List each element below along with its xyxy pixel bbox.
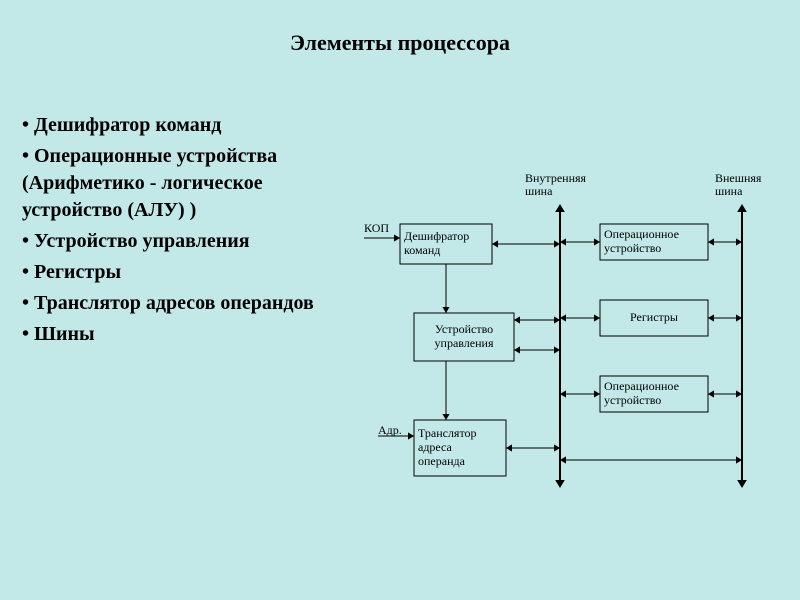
bullet-item: • Операционные устройства (Арифметико - … <box>22 143 342 224</box>
node-label-control: Устройствоуправления <box>414 313 514 361</box>
page-title: Элементы процессора <box>0 30 800 56</box>
bullet-list: • Дешифратор команд • Операционные устрой… <box>22 112 342 352</box>
label-bus-ext: Внешняяшина <box>715 172 761 198</box>
bullet-item: • Транслятор адресов операндов <box>22 290 342 317</box>
node-label-translator: Трансляторадресаоперанда <box>414 420 506 476</box>
bullet-item: • Дешифратор команд <box>22 112 342 139</box>
label-kop: КОП <box>364 222 389 235</box>
node-label-regs: Регистры <box>600 300 708 336</box>
label-adr: Адр. <box>378 424 402 437</box>
bullet-item: • Шины <box>22 321 342 348</box>
label-bus-int: Внутренняяшина <box>525 172 586 198</box>
bullet-item: • Устройство управления <box>22 228 342 255</box>
bullet-item: • Регистры <box>22 259 342 286</box>
node-label-op1: Операционноеустройство <box>600 224 708 260</box>
node-label-op2: Операционноеустройство <box>600 376 708 412</box>
node-label-decoder: Дешифраторкоманд <box>400 224 492 264</box>
